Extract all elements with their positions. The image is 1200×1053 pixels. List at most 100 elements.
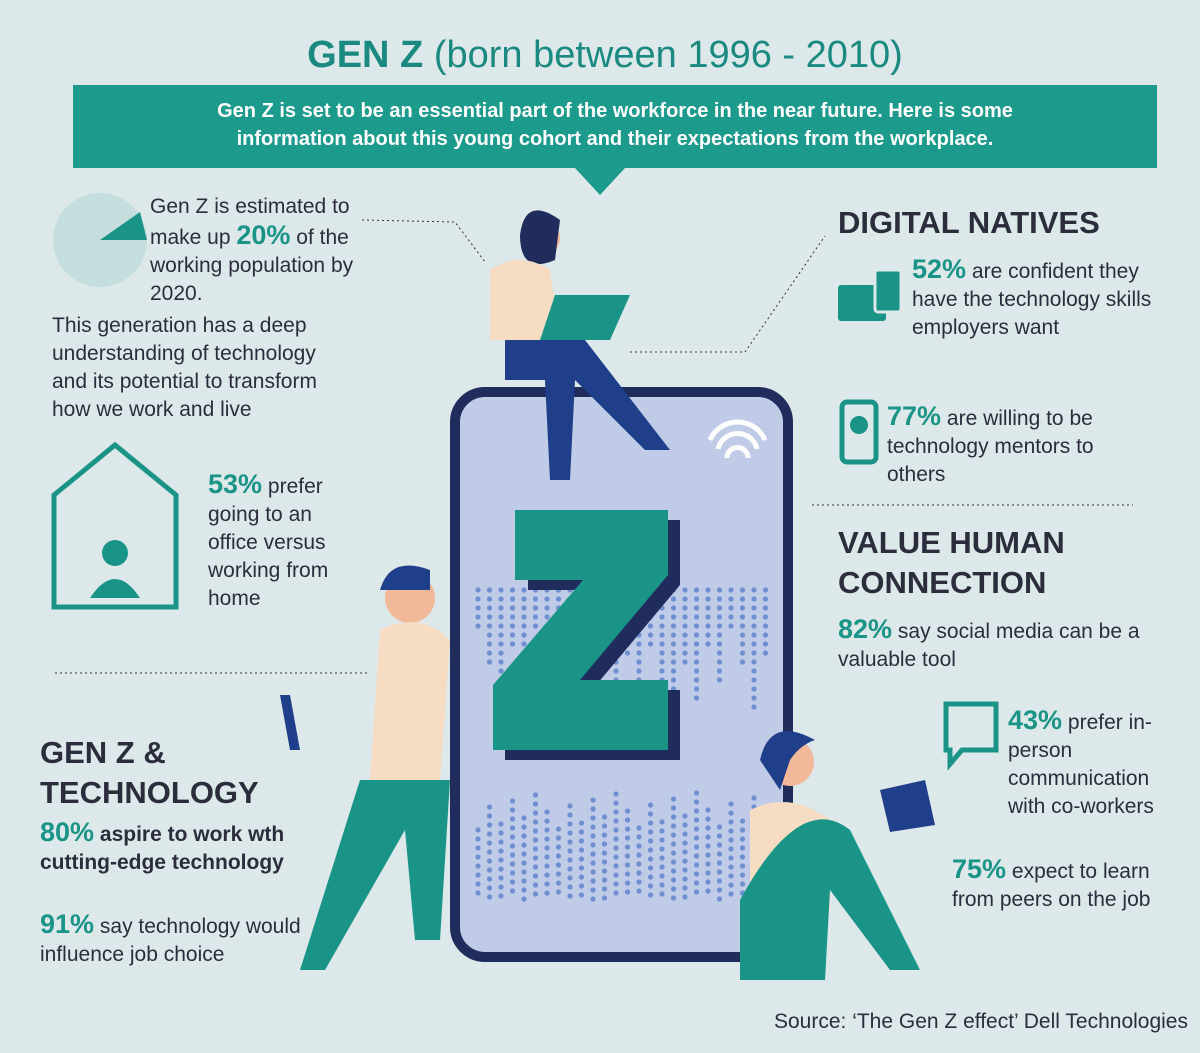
dot xyxy=(751,623,757,629)
dot xyxy=(682,849,688,855)
dot xyxy=(751,596,757,602)
dot xyxy=(636,888,642,894)
dot xyxy=(670,868,677,874)
tech-item: 91% say technology would influence job c… xyxy=(40,910,340,969)
dot xyxy=(578,847,585,853)
dot xyxy=(636,870,642,876)
dot xyxy=(705,605,711,611)
dot xyxy=(498,623,504,629)
text: are willing to be technology mentors to … xyxy=(887,407,1094,486)
dot xyxy=(601,814,608,820)
workforce: Gen Z is estimated to make up 20% of the… xyxy=(150,193,355,308)
dot xyxy=(601,823,608,829)
dot xyxy=(716,650,723,656)
dot xyxy=(532,837,539,843)
dot xyxy=(705,807,711,813)
dot xyxy=(601,841,608,847)
dot xyxy=(716,887,723,893)
dot xyxy=(578,820,585,826)
dot xyxy=(705,834,711,840)
dot xyxy=(670,632,677,638)
dot xyxy=(486,876,493,882)
dot xyxy=(670,659,677,665)
stat: 91% xyxy=(40,909,95,939)
dot xyxy=(486,885,493,891)
dot xyxy=(509,632,516,638)
dot xyxy=(486,605,493,611)
dot xyxy=(670,668,677,674)
dot xyxy=(544,881,550,887)
dot xyxy=(670,832,677,838)
dot xyxy=(647,883,654,889)
dot xyxy=(762,632,769,638)
dot xyxy=(521,896,527,902)
dot xyxy=(532,864,539,870)
dot xyxy=(682,632,688,638)
dot xyxy=(567,839,573,845)
dot xyxy=(728,819,734,825)
dot xyxy=(498,632,504,638)
figure-legs xyxy=(505,340,670,480)
dot xyxy=(486,650,493,656)
dot xyxy=(705,843,711,849)
dot xyxy=(486,804,493,810)
dot xyxy=(636,659,642,665)
dot xyxy=(751,605,757,611)
dot xyxy=(475,836,481,842)
dot xyxy=(624,853,631,859)
dot xyxy=(509,870,516,876)
dot xyxy=(590,887,596,893)
dot xyxy=(567,821,573,827)
figure-body xyxy=(370,622,450,780)
dot xyxy=(509,825,516,831)
dot xyxy=(613,668,619,674)
dot xyxy=(670,650,677,656)
dot xyxy=(486,659,493,665)
dot xyxy=(670,614,677,620)
dot xyxy=(521,851,527,857)
dot xyxy=(613,890,619,896)
dot xyxy=(659,837,665,843)
dot xyxy=(693,880,700,886)
dot xyxy=(728,873,734,879)
dot xyxy=(647,623,654,629)
dot xyxy=(739,845,746,851)
dot xyxy=(762,650,769,656)
stat: 75% xyxy=(952,854,1007,884)
dot xyxy=(647,838,654,844)
dot xyxy=(532,810,539,816)
figure-body xyxy=(490,260,560,340)
dot xyxy=(567,884,573,890)
dot xyxy=(693,659,700,665)
dot xyxy=(567,875,573,881)
dot xyxy=(751,632,757,638)
stat: 77% xyxy=(887,401,942,431)
dot xyxy=(555,826,562,832)
dot xyxy=(509,888,516,894)
dot xyxy=(693,641,700,647)
dot xyxy=(716,677,723,683)
dot xyxy=(601,886,608,892)
dot xyxy=(544,890,550,896)
title-bold: GEN Z xyxy=(307,34,424,76)
dot xyxy=(544,863,550,869)
dot xyxy=(509,834,516,840)
dot xyxy=(659,819,665,825)
dot xyxy=(739,872,746,878)
dot xyxy=(693,853,700,859)
dot xyxy=(728,801,734,807)
dot xyxy=(682,650,688,656)
source: Source: ‘The Gen Z effect’ Dell Technolo… xyxy=(773,1010,1188,1033)
dot xyxy=(624,835,631,841)
figure-hair xyxy=(760,731,815,790)
dot xyxy=(544,854,550,860)
dot xyxy=(705,632,711,638)
dot xyxy=(532,873,539,879)
dot xyxy=(532,801,539,807)
dot xyxy=(762,587,769,593)
dot xyxy=(739,881,746,887)
dot xyxy=(693,799,700,805)
dot xyxy=(498,614,504,620)
tech-item: 80% aspire to work wth cutting-edge tech… xyxy=(40,818,310,877)
dot xyxy=(716,851,723,857)
